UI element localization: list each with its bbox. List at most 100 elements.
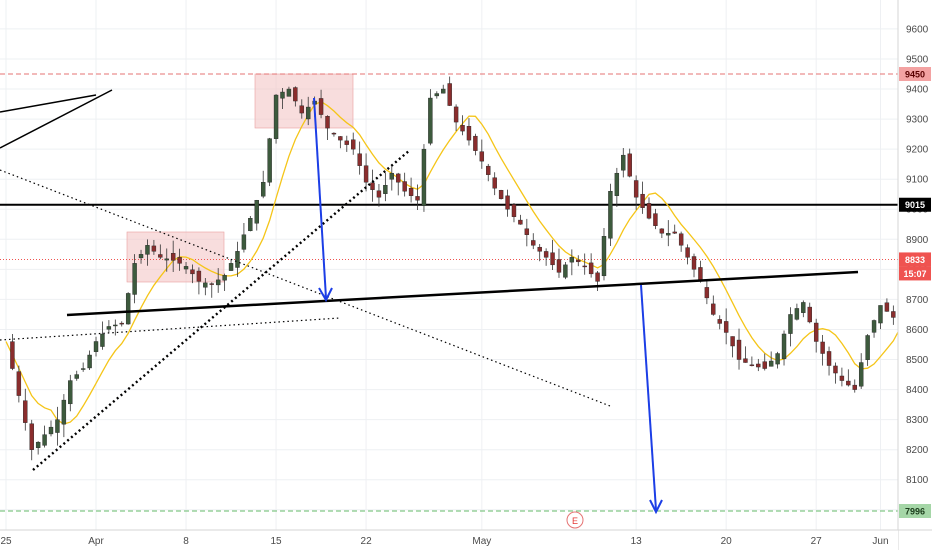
price-tick-label: 9100 (906, 175, 929, 186)
trend-line-top-left-1 (0, 94, 97, 113)
candle (447, 76, 452, 107)
candle (723, 308, 729, 345)
candle-body (48, 426, 54, 435)
candle (402, 172, 407, 197)
candle (383, 172, 388, 202)
candle (473, 133, 478, 156)
candle-body (730, 336, 735, 347)
price-tag (899, 67, 931, 81)
candle-body (466, 126, 472, 141)
candle (106, 320, 112, 333)
candle (87, 350, 92, 371)
candle-body (685, 247, 690, 258)
dotted-descending-line (0, 169, 611, 407)
candle (595, 271, 600, 291)
candle (132, 254, 137, 304)
candle (254, 199, 259, 231)
candle-body (261, 181, 266, 197)
candle-body (878, 305, 883, 324)
candle (614, 167, 620, 207)
moving-average-line (5, 100, 907, 425)
candle (531, 233, 536, 250)
candle (190, 264, 195, 284)
candle (215, 268, 221, 293)
candle (177, 248, 182, 271)
price-tick-label: 8700 (906, 295, 929, 306)
candle (68, 374, 73, 412)
candle (640, 181, 645, 214)
candle-body (170, 253, 176, 261)
candle-body (325, 116, 330, 129)
candle-body (158, 254, 163, 258)
candle-body (396, 173, 401, 183)
candle (74, 370, 79, 381)
candle (325, 115, 330, 141)
price-tag-label: 8833 (905, 255, 925, 265)
candle-body (125, 293, 131, 325)
candle (421, 144, 427, 212)
candle-body (595, 272, 600, 282)
candle-body (717, 319, 722, 324)
candle (781, 330, 787, 366)
price-tag-label: 9450 (905, 70, 925, 80)
candle (170, 240, 176, 272)
candle (801, 300, 806, 318)
candle (601, 228, 607, 281)
countdown-tag (899, 266, 931, 281)
candle-body (788, 314, 793, 334)
candle (344, 135, 349, 152)
candle-body (820, 341, 825, 354)
candle (550, 239, 555, 271)
candle-body (537, 246, 542, 252)
candle (370, 169, 375, 202)
candle (479, 139, 485, 169)
candle (582, 253, 587, 275)
time-tick-label: 20 (721, 536, 733, 547)
candle (762, 353, 767, 371)
candle-body (280, 91, 285, 99)
candle (884, 298, 890, 312)
candle-body (775, 353, 780, 365)
candle-body (518, 219, 523, 225)
candle-body (16, 371, 22, 396)
candle (569, 249, 575, 276)
candle (505, 189, 510, 217)
candle-body (852, 384, 857, 390)
candle-body (588, 262, 594, 275)
candle-body (704, 287, 710, 299)
price-tick-label: 8400 (906, 385, 929, 396)
candle (267, 137, 272, 187)
candle-body (511, 204, 517, 217)
candle-body (801, 302, 806, 313)
candle (588, 253, 594, 278)
candle (839, 367, 845, 387)
candle-body (807, 306, 812, 323)
candle (376, 183, 382, 207)
candle (222, 273, 227, 291)
candle (196, 267, 202, 295)
candle-body (222, 275, 227, 281)
candle-body (106, 326, 112, 330)
candle (273, 94, 279, 144)
candle (428, 89, 433, 146)
candle (80, 362, 86, 372)
candle-body (61, 399, 67, 425)
candle-body (505, 195, 510, 210)
price-tag (899, 197, 931, 212)
candle-body (833, 365, 838, 374)
trend-line-top-left-2 (0, 89, 113, 149)
candle-body (621, 154, 626, 171)
candle (396, 172, 401, 196)
candle-body (556, 259, 562, 273)
candle-body (254, 200, 259, 224)
candle-body (113, 324, 118, 327)
candle-body (723, 321, 729, 333)
candle-body (293, 87, 298, 102)
candle (145, 239, 150, 266)
candle (466, 118, 472, 146)
candle (280, 88, 285, 109)
price-tag (899, 504, 931, 518)
time-tick-label: 13 (631, 536, 643, 547)
